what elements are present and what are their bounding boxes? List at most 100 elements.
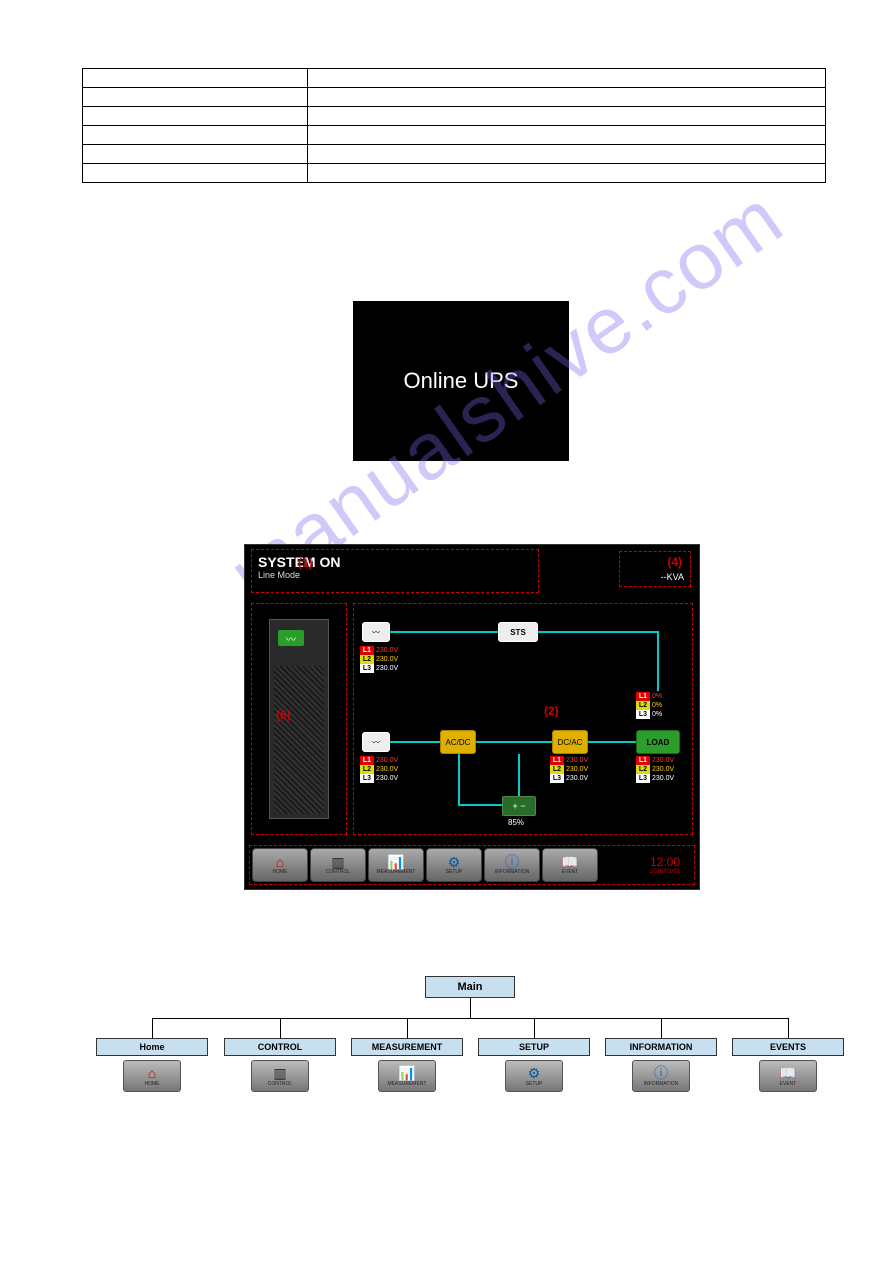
acdc-node[interactable]: AC/DC <box>440 730 476 754</box>
dcac-voltage: L1230.0V L2230.0V L3230.0V <box>550 756 588 783</box>
tree-label: MEASUREMENT <box>351 1038 463 1056</box>
table-cell <box>308 126 826 145</box>
flow-line <box>458 804 502 806</box>
info-icon: ⓘ <box>505 855 519 869</box>
tree-home-button[interactable]: ⌂ HOME <box>123 1060 181 1092</box>
tree-item-measurement: MEASUREMENT 📊 MEASUREMENT <box>351 1038 463 1092</box>
online-ups-text: Online UPS <box>404 368 519 394</box>
tree-information-button[interactable]: ⓘ INFORMATION <box>632 1060 690 1092</box>
region-1-label: (1) <box>298 556 313 570</box>
tree-root: Main <box>425 976 515 998</box>
nav-time: 12:00 <box>650 855 680 869</box>
info-icon: ⓘ <box>654 1066 668 1081</box>
measurement-icon: 📊 <box>387 855 404 869</box>
flow-line <box>518 754 520 796</box>
battery-plus-icon: + − <box>512 801 525 811</box>
home-icon: ⌂ <box>276 855 284 869</box>
online-ups-box: Online UPS <box>353 301 569 461</box>
kva-value: --KVA <box>661 572 684 582</box>
table-cell <box>83 69 308 88</box>
table-cell <box>83 107 308 126</box>
tree-setup-button[interactable]: ⚙ SETUP <box>505 1060 563 1092</box>
system-mode: Line Mode <box>258 570 532 580</box>
load-voltage: L1230.0V L2230.0V L3230.0V <box>636 756 674 783</box>
tree-label: CONTROL <box>224 1038 336 1056</box>
nav-event-button[interactable]: 📖 EVENT <box>542 848 598 882</box>
nav-label: MEASUREMENT <box>377 869 416 875</box>
tree-btn-label: INFORMATION <box>644 1081 679 1087</box>
control-icon: ▥ <box>273 1066 286 1081</box>
nav-home-button[interactable]: ⌂ HOME <box>252 848 308 882</box>
flow-line <box>588 741 636 743</box>
sts-node[interactable]: STS <box>498 622 538 642</box>
module-grille <box>274 666 324 814</box>
tree-measurement-button[interactable]: 📊 MEASUREMENT <box>378 1060 436 1092</box>
measurement-icon: 📊 <box>398 1066 415 1081</box>
tree-btn-label: HOME <box>145 1081 160 1087</box>
tree-btn-label: MEASUREMENT <box>388 1081 427 1087</box>
bypass-source-icon[interactable]: 〰 <box>362 622 390 642</box>
table-cell <box>83 164 308 183</box>
input-source-icon[interactable]: 〰 <box>362 732 390 752</box>
flow-line <box>538 631 658 633</box>
nav-information-button[interactable]: ⓘ INFORMATION <box>484 848 540 882</box>
setup-icon: ⚙ <box>528 1066 541 1081</box>
region-4-label: (4) <box>667 555 682 569</box>
ups-header: SYSTEM ON (1) Line Mode <box>251 549 539 593</box>
event-icon: 📖 <box>561 855 578 869</box>
tree-line <box>788 1018 789 1038</box>
nav-label: CONTROL <box>326 869 350 875</box>
setup-icon: ⚙ <box>448 855 461 869</box>
battery-percent: 85% <box>508 818 524 827</box>
input-voltage: L1230.0V L2230.0V L3230.0V <box>360 756 398 783</box>
ups-nav: ⌂ HOME ▥ CONTROL 📊 MEASUREMENT (3) ⚙ SET… <box>249 845 695 885</box>
tree-item-information: INFORMATION ⓘ INFORMATION <box>605 1038 717 1092</box>
table-cell <box>83 126 308 145</box>
flow-line <box>476 741 552 743</box>
flow-line <box>390 741 440 743</box>
tree-btn-label: EVENT <box>780 1081 797 1087</box>
nav-setup-button[interactable]: ⚙ SETUP <box>426 848 482 882</box>
nav-measurement-button[interactable]: 📊 MEASUREMENT <box>368 848 424 882</box>
home-icon: ⌂ <box>148 1066 156 1081</box>
nav-control-button[interactable]: ▥ CONTROL <box>310 848 366 882</box>
tree-line <box>407 1018 408 1038</box>
table-cell <box>308 107 826 126</box>
load-node[interactable]: LOAD <box>636 730 680 754</box>
tree-item-home: Home ⌂ HOME <box>96 1038 208 1092</box>
control-icon: ▥ <box>331 855 344 869</box>
battery-node[interactable]: + − <box>502 796 536 816</box>
tree-item-events: EVENTS 📖 EVENT <box>732 1038 844 1092</box>
nav-datetime: 12:00 2016/01/01 <box>638 848 692 882</box>
tree-item-setup: SETUP ⚙ SETUP <box>478 1038 590 1092</box>
tree-line <box>661 1018 662 1038</box>
module-led-icon: 〰 <box>278 630 304 646</box>
dcac-node[interactable]: DC/AC <box>552 730 588 754</box>
tree-btn-label: SETUP <box>526 1081 543 1087</box>
tree-line <box>534 1018 535 1038</box>
nav-label: SETUP <box>446 869 463 875</box>
tree-event-button[interactable]: 📖 EVENT <box>759 1060 817 1092</box>
tree-item-control: CONTROL ▥ CONTROL <box>224 1038 336 1092</box>
ups-module-region: 〰 (6) <box>251 603 347 835</box>
tree-control-button[interactable]: ▥ CONTROL <box>251 1060 309 1092</box>
event-icon: 📖 <box>779 1066 796 1081</box>
flow-line <box>390 631 498 633</box>
tree-line <box>470 998 471 1018</box>
doc-table <box>82 68 826 183</box>
ups-screen: SYSTEM ON (1) Line Mode (4) --KVA 〰 (6) … <box>244 544 700 890</box>
table-cell <box>308 69 826 88</box>
nav-label: HOME <box>273 869 288 875</box>
tree-line <box>280 1018 281 1038</box>
nav-date: 2016/01/01 <box>650 869 680 875</box>
table-cell <box>308 145 826 164</box>
region-2-label: (2) <box>544 704 559 718</box>
flow-line <box>458 754 460 806</box>
load-percent: L10% L20% L30% <box>636 692 662 719</box>
tree-label: INFORMATION <box>605 1038 717 1056</box>
tree-label: Home <box>96 1038 208 1056</box>
region-6-label: (6) <box>276 708 291 722</box>
ups-flow-region: (2) 〰 L1230.0V L2230.0V L3230.0V STS 〰 L… <box>353 603 693 835</box>
table-cell <box>83 145 308 164</box>
table-cell <box>308 164 826 183</box>
